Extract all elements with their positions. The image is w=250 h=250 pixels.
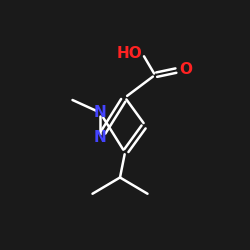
Text: N: N [94, 105, 106, 120]
Text: N: N [94, 130, 106, 145]
Text: O: O [179, 62, 192, 78]
Text: HO: HO [117, 46, 142, 61]
